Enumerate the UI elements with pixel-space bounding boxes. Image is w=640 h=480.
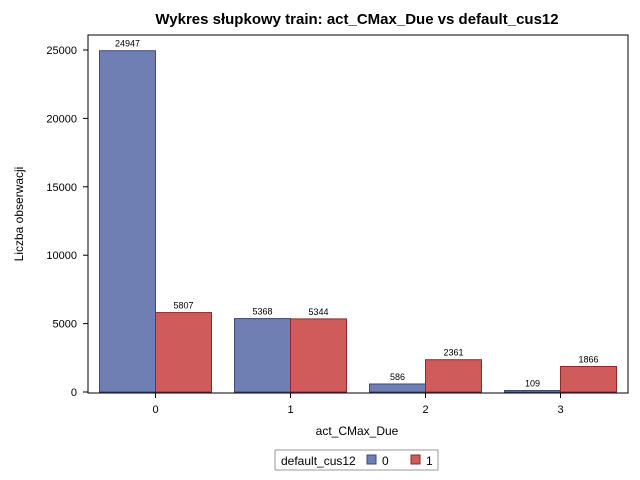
x-tick-label: 1 [287, 404, 293, 416]
bar-value-label: 109 [525, 379, 540, 389]
bar-series-0-cat-0 [99, 50, 156, 393]
bar-value-label: 5807 [173, 301, 193, 311]
bar-value-label: 2361 [443, 348, 463, 358]
legend-label-1: 1 [426, 454, 433, 468]
plot-area-frame [87, 34, 629, 394]
bar-series-1-cat-3 [560, 365, 617, 393]
x-tick-label: 2 [422, 404, 428, 416]
bar-value-label: 1866 [578, 354, 598, 364]
x-axis-ticks: 0 1 2 3 [152, 393, 564, 416]
legend-swatch-0 [366, 454, 377, 465]
y-tick-label: 15000 [46, 182, 77, 194]
bar-series-0-cat-3 [504, 390, 561, 393]
legend-frame [274, 449, 439, 471]
y-tick-label: 25000 [46, 45, 77, 57]
y-tick-label: 20000 [46, 113, 77, 125]
x-axis-label: act_CMax_Due [316, 424, 399, 438]
bar-series-1-cat-2 [425, 359, 482, 393]
y-axis-ticks: 0 5000 10000 15000 20000 25000 [46, 45, 88, 399]
bar-value-label: 5368 [252, 307, 272, 317]
data-labels-group: 24947 5807 5368 5344 586 2361 109 1866 [115, 39, 599, 389]
bar-series-0-cat-1 [234, 318, 291, 393]
legend-label-0: 0 [382, 454, 389, 468]
legend-swatch-1 [410, 454, 421, 465]
legend-title: default_cus12 [281, 454, 356, 468]
chart-title: Wykres słupkowy train: act_CMax_Due vs d… [155, 11, 558, 28]
bar-series-0-cat-2 [369, 383, 426, 393]
bars-group [99, 50, 617, 393]
x-tick-label: 3 [557, 404, 563, 416]
bar-value-label: 586 [390, 372, 405, 382]
y-tick-label: 0 [71, 387, 77, 399]
bar-value-label: 24947 [115, 39, 140, 49]
bar-series-1-cat-0 [155, 312, 212, 393]
y-axis-label: Liczba obserwacji [12, 167, 26, 262]
bar-value-label: 5344 [308, 307, 328, 317]
y-tick-label: 10000 [46, 250, 77, 262]
y-tick-label: 5000 [53, 319, 77, 331]
x-tick-label: 0 [152, 404, 158, 416]
bar-series-1-cat-1 [290, 318, 347, 393]
